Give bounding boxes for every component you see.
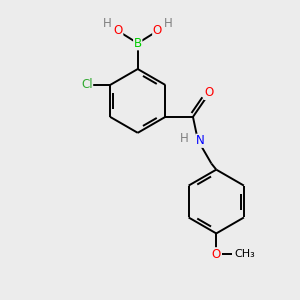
Text: H: H xyxy=(179,133,188,146)
Text: O: O xyxy=(204,86,214,100)
Text: O: O xyxy=(212,248,221,261)
Text: O: O xyxy=(153,25,162,38)
Text: B: B xyxy=(134,37,142,50)
Text: N: N xyxy=(196,134,205,147)
Text: H: H xyxy=(164,17,172,30)
Text: CH₃: CH₃ xyxy=(234,249,255,259)
Text: H: H xyxy=(103,17,112,30)
Text: Cl: Cl xyxy=(81,79,93,92)
Text: O: O xyxy=(113,25,123,38)
